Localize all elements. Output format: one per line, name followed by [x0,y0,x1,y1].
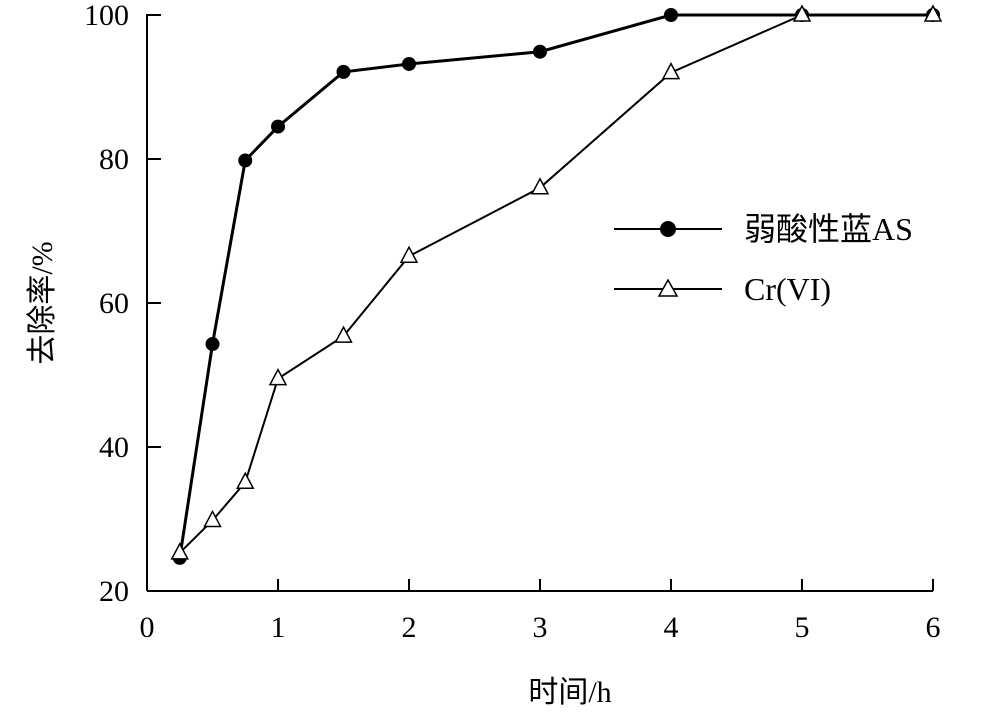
x-tick-label: 6 [926,611,941,644]
axes: 0 1 2 3 4 5 6 20 40 60 80 100 [84,0,941,644]
y-tick-label: 100 [84,0,129,32]
x-tick-label: 0 [140,611,155,644]
y-tick-label: 60 [99,287,129,320]
legend-label-1: Cr(VI) [744,271,831,307]
series-line-0 [178,13,933,559]
data-point-1 [399,245,419,263]
y-tick-label: 20 [99,575,129,608]
data-point-1 [203,509,222,528]
data-point-0 [336,64,351,79]
series-layer [170,4,943,565]
data-point-0 [271,119,285,134]
data-point-1 [334,325,353,343]
x-tick-label: 5 [795,611,810,644]
data-point-1 [268,368,288,386]
x-tick-label: 3 [533,611,548,644]
data-point-0 [205,337,220,352]
data-point-1 [236,471,255,490]
x-tick-label: 4 [664,611,679,644]
data-point-1 [661,62,681,80]
data-point-0 [664,8,678,22]
data-point-1 [923,4,943,22]
data-point-0 [402,56,416,71]
y-tick-label: 40 [99,431,129,464]
data-point-1 [170,542,189,560]
y-axis-label: 去除率/% [26,241,59,364]
series-line-1 [179,14,933,554]
data-point-0 [533,44,547,59]
legend-marker-0 [660,221,676,237]
legend-marker-1 [657,278,679,297]
x-tick-label: 1 [271,611,286,644]
x-axis-label: 时间/h [528,676,611,709]
y-tick-label: 80 [99,143,129,176]
data-point-1 [530,177,550,195]
legend-label-0: 弱酸性蓝AS [744,211,913,247]
data-point-0 [238,153,253,168]
x-tick-label: 2 [402,611,417,644]
legend: 弱酸性蓝AS Cr(VI) [614,211,913,307]
data-point-1 [792,4,812,22]
